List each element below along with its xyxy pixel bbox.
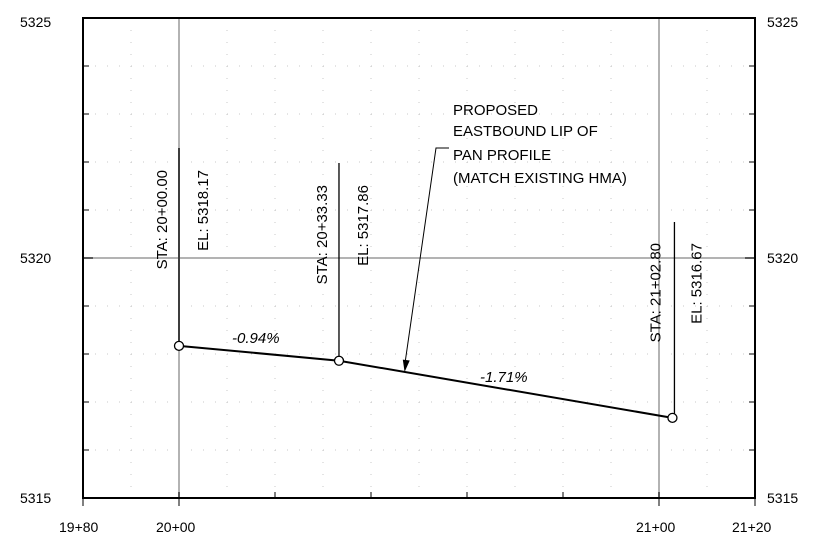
pvi-point-1: [173, 340, 185, 351]
annotation-line-1: PROPOSED: [453, 102, 538, 119]
station-label-1: STA: 20+00.00: [154, 170, 171, 269]
y-tick-label-left-5325: 5325: [20, 14, 51, 30]
x-tick-label-19-80: 19+80: [59, 519, 99, 535]
profile-line: [173, 340, 678, 423]
x-tick-label-21-20: 21+20: [732, 519, 772, 535]
y-tick-label-right-5320: 5320: [767, 250, 798, 266]
elevation-label-3: EL: 5316.67: [688, 243, 705, 324]
elevation-label-2: EL: 5317.86: [355, 185, 372, 266]
annotation-leader: [404, 147, 449, 367]
y-tick-label-left-5320: 5320: [20, 250, 51, 266]
pvi-point-3: [667, 412, 678, 423]
grid: [83, 18, 755, 498]
annotation-line-3: PAN PROFILE: [453, 147, 551, 164]
axis-ticks: [82, 65, 756, 506]
station-label-2: STA: 20+33.33: [314, 185, 331, 284]
annotation-arrowhead: [402, 359, 410, 372]
annotation-callout: PROPOSED EASTBOUND LIP OF PAN PROFILE (M…: [402, 102, 627, 372]
x-tick-label-21-00: 21+00: [636, 519, 676, 535]
station-labels: STA: 20+00.00 EL: 5318.17 STA: 20+33.33 EL:…: [154, 148, 705, 414]
x-tick-label-20-00: 20+00: [156, 519, 196, 535]
elevation-label-1: EL: 5318.17: [195, 170, 212, 251]
pvi-point-2: [333, 355, 345, 366]
annotation-line-2: EASTBOUND LIP OF: [453, 123, 598, 140]
station-label-3: STA: 21+02.80: [647, 243, 664, 342]
grade-label-2: -1.71%: [480, 369, 528, 386]
annotation-line-4: (MATCH EXISTING HMA): [453, 170, 627, 187]
y-tick-label-right-5315: 5315: [767, 490, 798, 506]
profile-polyline: [178, 344, 673, 419]
y-tick-label-left-5315: 5315: [20, 490, 51, 506]
y-tick-label-right-5325: 5325: [767, 14, 798, 30]
grade-label-1: -0.94%: [232, 330, 280, 347]
